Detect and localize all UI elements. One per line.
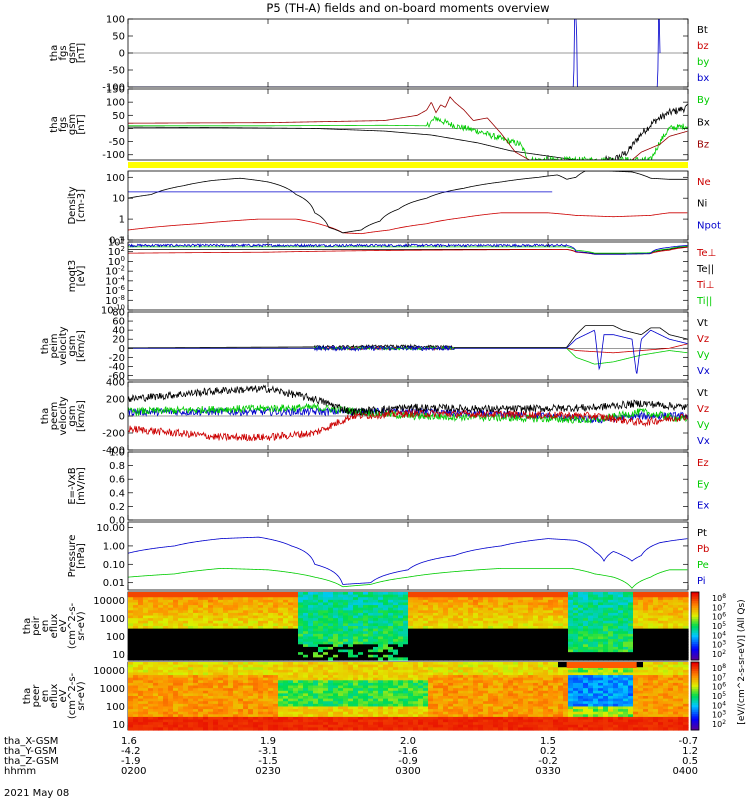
y-tick-label: 10.00 [96, 523, 125, 534]
y-tick-label: 1.0 [109, 448, 125, 459]
legend-ey: Ey [697, 479, 709, 490]
y-axis-label: sr-eV) [76, 681, 87, 710]
legend-vz: Vz [697, 334, 709, 345]
chart-title: P5 (TH-A) fields and on-board moments ov… [266, 1, 549, 15]
legend-te: Te|| [696, 264, 714, 275]
y-tick-label: 0.10 [103, 560, 125, 571]
y-tick-label: -200 [102, 429, 125, 440]
y-tick-label: 1 [119, 215, 125, 226]
y-tick-label: 0.6 [109, 475, 125, 486]
time-tick-label: 0330 [535, 766, 560, 777]
y-tick-label: 150 [106, 85, 125, 96]
legend-vt: Vt [697, 388, 708, 399]
legend-ti: Ti|| [696, 296, 712, 307]
y-tick-label: 1000 [100, 614, 125, 625]
colorbar-label: [eV/(cm^2-s-sr-eV)] (All Qs) [737, 599, 747, 724]
legend-ne: Ne [697, 177, 711, 188]
legend-bz: bz [697, 41, 709, 52]
y-axis-label: [mV/m] [76, 467, 87, 505]
spectrogram-electron [128, 662, 689, 731]
y-tick-label: 10000 [93, 666, 125, 677]
y-tick-label: 10 [112, 650, 125, 661]
time-tick-label: 0300 [395, 766, 420, 777]
y-tick-label: -50 [109, 137, 125, 148]
time-tick-label: 0200 [121, 766, 146, 777]
time-tick-label: 0230 [255, 766, 280, 777]
legend-ti: Ti⊥ [696, 280, 714, 291]
legend-bz: Bz [697, 140, 709, 151]
legend-vy: Vy [697, 420, 710, 431]
legend-ni: Ni [697, 199, 707, 210]
y-tick-label: 100 [106, 702, 125, 713]
legend-ex: Ex [697, 501, 709, 512]
y-tick-label: 200 [106, 395, 125, 406]
legend-pt: Pt [697, 528, 707, 539]
y-tick-label: 0.8 [109, 461, 125, 472]
y-tick-label: 400 [106, 378, 125, 389]
ephemeris-label: hhmm [4, 766, 36, 777]
legend-pi: Pi [697, 576, 706, 587]
legend-vx: Vx [697, 436, 710, 447]
y-tick-label: 0 [119, 124, 125, 135]
legend-pe: Pe [697, 560, 709, 571]
y-axis-label: [km/s] [76, 400, 87, 432]
y-axis-label: sr-eV) [76, 611, 87, 640]
time-tick-label: 0400 [673, 766, 698, 777]
y-tick-label: 0 [119, 412, 125, 423]
legend-by: by [697, 57, 709, 68]
legend-npot: Npot [697, 220, 721, 231]
y-tick-label: 10 [112, 194, 125, 205]
y-axis-label: [nT] [76, 43, 87, 63]
y-axis-label: [km/s] [76, 330, 87, 362]
y-axis-label: [eV] [76, 266, 87, 287]
colorbar [691, 592, 699, 661]
y-tick-label: 100 [106, 15, 125, 26]
legend-vx: Vx [697, 366, 710, 377]
legend-ez: Ez [697, 458, 709, 469]
legend-te: Te⊥ [696, 248, 716, 259]
y-axis-label: [nPa] [76, 543, 87, 569]
y-tick-label: 0.4 [109, 488, 125, 499]
y-tick-label: -50 [109, 66, 125, 77]
legend-by: By [697, 95, 710, 106]
y-tick-label: 0.2 [109, 502, 125, 513]
y-tick-label: 50 [112, 32, 125, 43]
legend-bt: Bt [697, 25, 708, 36]
legend-bx: bx [697, 73, 709, 84]
colorbar [691, 662, 699, 731]
y-tick-label: -100 [102, 150, 125, 161]
y-tick-label: 10 [112, 720, 125, 731]
y-tick-label: 100 [106, 98, 125, 109]
y-tick-label: 100 [106, 173, 125, 184]
legend-vt: Vt [697, 318, 708, 329]
legend-vy: Vy [697, 350, 710, 361]
legend-pb: Pb [697, 544, 709, 555]
spectrogram-ion [128, 592, 689, 661]
status-bar [128, 162, 688, 168]
y-axis-label: [cm-3] [76, 189, 87, 222]
y-tick-label: 50 [112, 111, 125, 122]
y-tick-label: 1.00 [103, 541, 125, 552]
legend-bx: Bx [697, 117, 710, 128]
chart-date: 2021 May 08 [4, 788, 69, 799]
y-tick-label: 10000 [93, 596, 125, 607]
y-axis-label: [nT] [76, 114, 87, 134]
legend-vz: Vz [697, 404, 709, 415]
y-tick-label: 100 [106, 632, 125, 643]
y-tick-label: 0 [119, 49, 125, 60]
y-tick-label: 1000 [100, 684, 125, 695]
y-tick-label: 0.01 [103, 578, 125, 589]
